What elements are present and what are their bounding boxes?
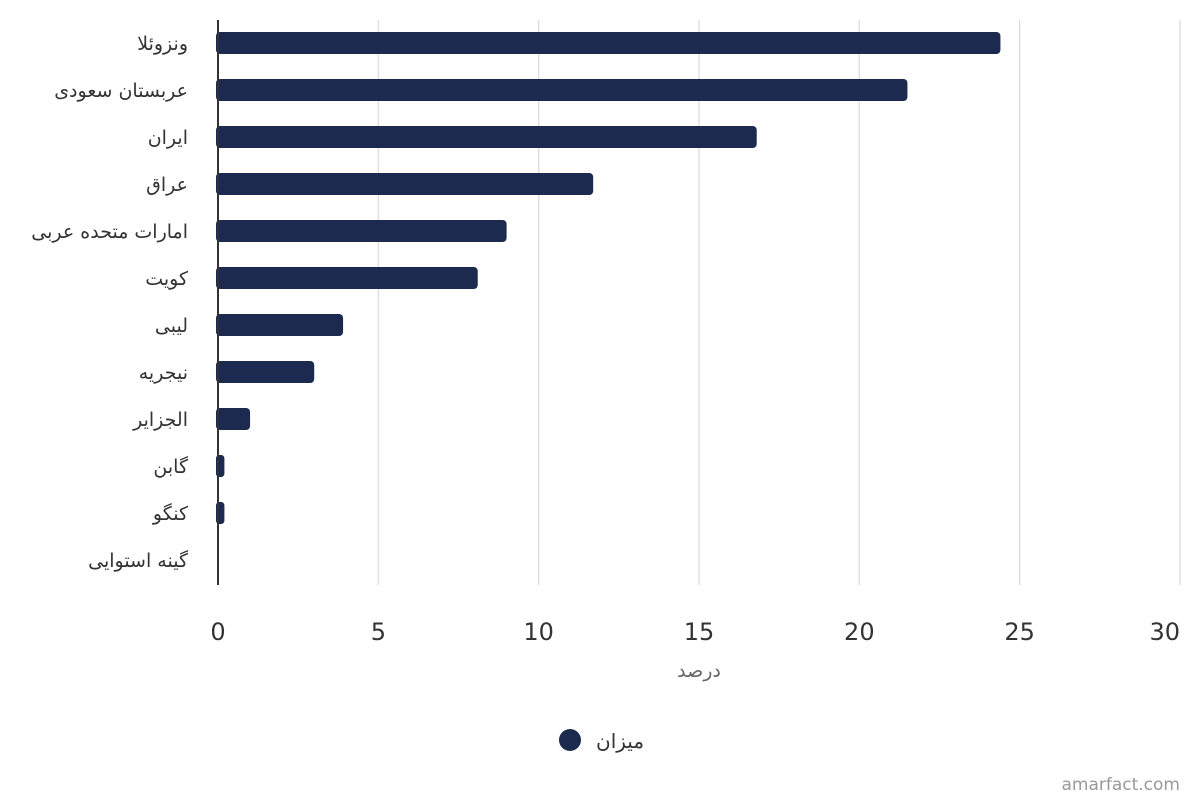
bar[interactable] [216,408,251,430]
category-label: ایران [148,127,188,149]
x-tick-label: 0 [210,618,225,646]
x-tick-label: 30 [1149,618,1180,646]
category-label: گینه استوایی [88,549,189,572]
category-labels: ونزوئلا عربستان سعودی ایران عراق امارات متحد… [31,33,189,572]
credit-text[interactable]: amarfact.com [1061,775,1180,795]
bar[interactable] [216,314,344,336]
category-label: عربستان سعودی [54,80,188,102]
x-tick-label: 20 [844,618,875,646]
category-label: ونزوئلا [137,33,188,55]
x-tick-label: 10 [523,618,554,646]
bar[interactable] [216,267,478,289]
legend-label: میزان [596,729,644,753]
category-label: کویت [145,268,189,290]
x-tick-label: 25 [1004,618,1035,646]
category-label: الجزایر [132,409,188,431]
x-tick-labels: 0 5 10 15 20 25 30 [210,618,1180,646]
category-label: عراق [146,174,188,196]
category-label: کنگو [152,502,189,525]
bar[interactable] [216,32,1001,54]
category-label: امارات متحده عربی [31,221,188,243]
bar[interactable] [216,126,757,148]
bar[interactable] [216,361,315,383]
bar[interactable] [216,173,594,195]
x-tick-label: 15 [684,618,715,646]
category-label: گابن [153,455,189,478]
grid-lines [377,20,1181,585]
legend-marker [559,729,581,751]
bar[interactable] [216,220,507,242]
legend[interactable]: میزان [559,729,644,753]
category-label: نیجریه [139,362,188,384]
category-label: لیبی [155,315,188,337]
bars [216,32,1001,524]
x-axis-title: درصد [677,660,721,682]
x-tick-label: 5 [371,618,386,646]
bar[interactable] [216,79,908,101]
